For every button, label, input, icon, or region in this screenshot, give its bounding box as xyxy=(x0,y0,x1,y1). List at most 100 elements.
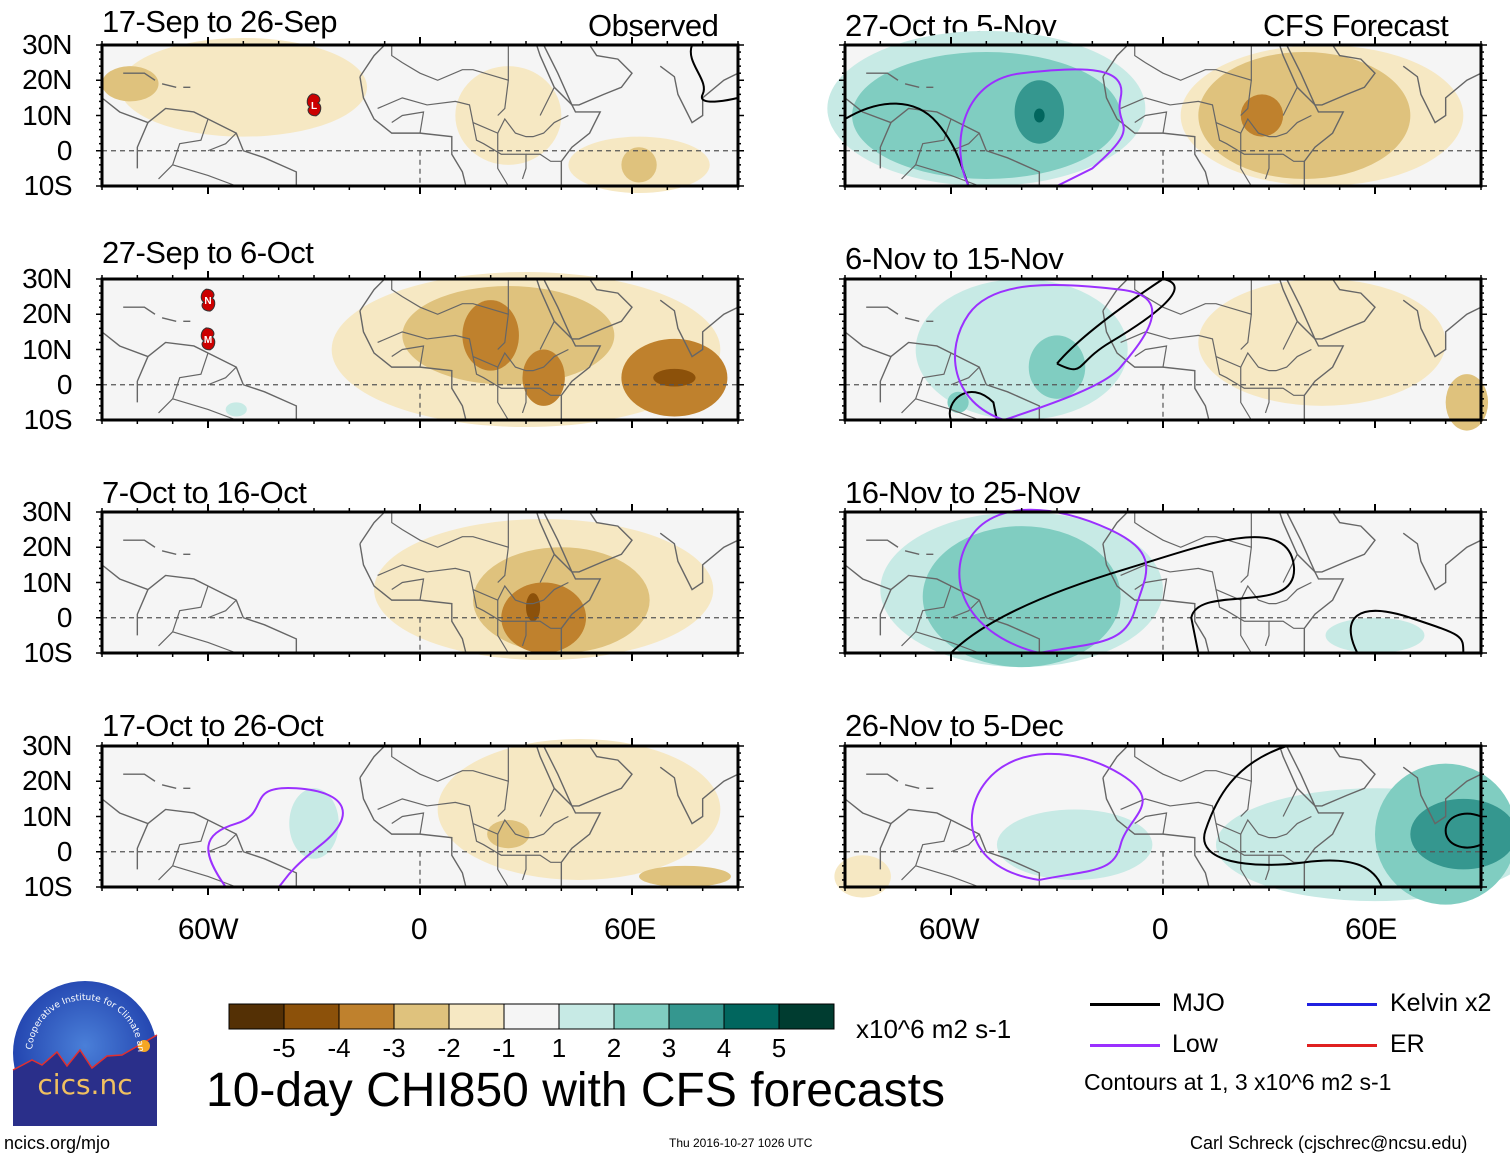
y-tick-label: 10N xyxy=(22,99,72,131)
country-border xyxy=(1134,45,1252,82)
coastline xyxy=(1208,745,1345,888)
x-tick-label: 0 xyxy=(410,913,428,946)
coastline xyxy=(659,299,739,358)
map-panel: NM xyxy=(96,271,744,428)
coastline xyxy=(879,589,892,636)
country-border xyxy=(1282,321,1298,350)
country-border xyxy=(158,585,209,647)
country-border xyxy=(1134,746,1252,783)
country-border xyxy=(950,599,980,619)
y-tick-label: 30N xyxy=(22,263,72,294)
country-border xyxy=(915,865,980,888)
country-border xyxy=(497,314,509,350)
coastline xyxy=(1102,745,1129,779)
anomaly-region xyxy=(455,66,562,165)
y-tick-label: 10N xyxy=(22,800,72,832)
legend-line-low xyxy=(1090,1044,1160,1047)
country-border xyxy=(472,823,527,881)
colorbar-swatch xyxy=(338,1003,395,1030)
coastline xyxy=(866,306,899,315)
country-border xyxy=(1215,823,1270,881)
country-border xyxy=(391,111,425,134)
y-tick-label: 20N xyxy=(22,298,72,330)
y-tick-label: 10N xyxy=(22,333,72,365)
country-border xyxy=(158,118,209,180)
coastline xyxy=(136,356,149,403)
coastline xyxy=(844,331,1041,420)
coastline xyxy=(359,745,386,779)
coastline xyxy=(1286,278,1376,340)
coastline xyxy=(879,823,892,870)
map-panel xyxy=(827,30,1487,194)
country-border xyxy=(1134,111,1168,134)
country-border xyxy=(472,122,527,180)
map-panel xyxy=(839,504,1487,668)
coastline xyxy=(123,539,156,548)
coastline xyxy=(465,278,602,421)
colorbar-swatch xyxy=(778,1003,835,1030)
country-border xyxy=(1269,620,1305,629)
coastline xyxy=(1102,44,1129,78)
coastline xyxy=(1208,44,1345,187)
country-border xyxy=(472,356,527,414)
website-link[interactable]: ncics.org/mjo xyxy=(4,1133,111,1153)
country-border xyxy=(901,352,952,414)
country-border xyxy=(207,366,237,386)
legend-label: MJO xyxy=(1172,989,1225,1017)
country-border xyxy=(1282,554,1298,583)
country-border xyxy=(539,87,555,116)
country-border xyxy=(539,554,555,583)
country-border xyxy=(1120,331,1312,372)
y-tick-label: 10N xyxy=(22,566,72,598)
colorbar-tick-label: -2 xyxy=(437,1033,461,1063)
contour-mjo xyxy=(1203,745,1482,888)
y-tick-label: 0 xyxy=(56,368,73,400)
anomaly-region xyxy=(225,402,247,417)
country-border xyxy=(472,589,527,647)
map-panel xyxy=(839,271,1489,431)
contour-low xyxy=(954,283,1154,421)
country-border xyxy=(207,833,237,853)
country-border xyxy=(497,367,509,421)
country-border xyxy=(207,599,237,619)
coastline xyxy=(904,317,920,322)
column-header-observed: Observed xyxy=(588,8,719,43)
country-border xyxy=(526,854,562,863)
anomaly-region xyxy=(522,349,565,406)
anomaly-region xyxy=(653,368,696,387)
anomaly-region xyxy=(947,391,969,413)
country-border xyxy=(1240,80,1252,116)
coastline xyxy=(161,83,177,88)
country-border xyxy=(1282,87,1298,116)
country-border xyxy=(901,819,952,881)
coastline xyxy=(1402,766,1482,825)
coastline xyxy=(904,550,920,555)
coastline xyxy=(879,122,892,169)
coastline xyxy=(161,317,177,322)
y-tick-label: 10S xyxy=(23,404,73,435)
coastline xyxy=(465,44,602,187)
country-border xyxy=(915,164,980,187)
x-tick-label: 0 xyxy=(1151,913,1169,946)
coastline xyxy=(659,65,739,124)
y-tick-label: 30N xyxy=(22,496,72,527)
coastline xyxy=(866,72,899,81)
country-border xyxy=(1282,788,1298,817)
anomaly-region xyxy=(996,809,1153,880)
colorbar-swatch xyxy=(393,1003,450,1030)
x-tick-label: 60E xyxy=(604,913,656,946)
panel-title: 17-Oct to 26-Oct xyxy=(102,708,324,743)
anomaly-region xyxy=(119,37,368,137)
coastline xyxy=(123,773,156,782)
y-tick-label: 20N xyxy=(22,765,72,797)
anomaly-region xyxy=(1445,374,1489,431)
tropical-storm-icon: M xyxy=(200,327,216,351)
x-tick-label: 60W xyxy=(177,913,239,946)
y-tick-label: 30N xyxy=(22,730,72,761)
country-border xyxy=(1134,279,1252,316)
colorbar-swatch xyxy=(448,1003,505,1030)
coastline xyxy=(866,773,899,782)
y-tick-label: 20N xyxy=(22,64,72,96)
colorbar-swatch xyxy=(668,1003,725,1030)
coastline xyxy=(123,72,156,81)
